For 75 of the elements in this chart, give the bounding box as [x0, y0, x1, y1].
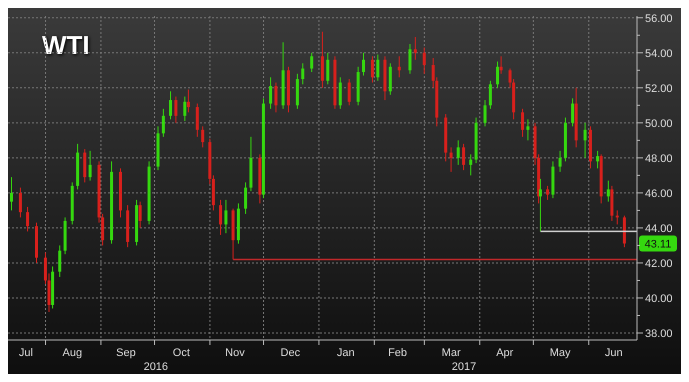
text: 2017	[452, 361, 476, 373]
candlestick	[398, 56, 401, 78]
candlestick	[301, 62, 304, 85]
candlestick	[500, 56, 503, 74]
candlestick	[616, 210, 619, 225]
candlestick	[26, 206, 30, 232]
x-tick-label: Dec	[280, 347, 301, 359]
candlestick	[58, 244, 62, 278]
candlestick	[174, 96, 178, 124]
candlestick	[432, 58, 435, 88]
candlestick	[162, 108, 165, 138]
text: 2016	[144, 361, 168, 373]
x-tick-label: Sep	[116, 347, 136, 359]
candlestick	[348, 78, 351, 106]
candlestick	[201, 126, 204, 148]
x-tick-label: May	[550, 347, 572, 359]
candlestick	[269, 76, 272, 110]
x-tick-label: Jan	[336, 347, 355, 359]
x-tick-label: Jul	[18, 347, 33, 359]
y-tick-label: 48.00	[645, 152, 673, 165]
candlestick	[462, 143, 466, 171]
candlestick	[326, 52, 330, 85]
y-tick-label: 56.00	[645, 12, 673, 25]
candlestick	[496, 61, 500, 88]
y-tick-label: 38.00	[645, 328, 673, 340]
x-tick-label: Mar	[442, 347, 461, 359]
candlestick	[18, 187, 22, 218]
candlestick	[10, 176, 13, 211]
candlestick	[274, 82, 278, 113]
candlestick	[310, 52, 314, 73]
x-tick-label: Feb	[388, 347, 408, 359]
y-tick-label: 46.00	[645, 188, 673, 200]
candlestick	[88, 150, 92, 182]
candlestick	[169, 90, 172, 120]
candlestick	[450, 146, 453, 172]
candlestick	[186, 89, 190, 113]
candlestick	[571, 98, 574, 127]
annotation: 43.11	[644, 238, 672, 250]
y-tick-label: 54.00	[645, 48, 673, 60]
candlestick	[484, 100, 487, 127]
candlestick	[526, 118, 530, 141]
candlestick	[558, 150, 562, 172]
candlestick	[370, 56, 374, 84]
candlestick	[469, 154, 472, 176]
candlestick	[414, 36, 417, 60]
candlestick	[362, 52, 366, 76]
candlestick	[138, 201, 142, 228]
y-tick-label: 40.00	[645, 292, 673, 305]
candlestick	[521, 108, 524, 138]
candlestick	[606, 180, 610, 202]
candlestick	[584, 122, 587, 158]
candlestick	[338, 76, 342, 110]
candlestick	[596, 150, 600, 169]
x-tick-label: Apr	[496, 347, 514, 359]
y-tick-label: 52.00	[645, 82, 673, 95]
candlestick	[376, 54, 380, 82]
x-tick-label: Nov	[225, 347, 246, 359]
candlestick	[244, 182, 248, 214]
candlestick	[183, 96, 186, 122]
candlestick	[538, 178, 542, 232]
candlestick	[224, 199, 228, 234]
candlestick	[456, 140, 460, 166]
candlestick	[422, 47, 426, 74]
x-tick-label: Aug	[62, 347, 82, 359]
candlestick	[546, 185, 550, 200]
candlestick	[219, 199, 222, 236]
y-tick-label: 42.00	[645, 258, 673, 270]
text: WTI	[42, 30, 90, 61]
x-tick-label: Oct	[172, 347, 190, 359]
candlestick	[488, 80, 492, 110]
candlestick	[408, 44, 412, 74]
candlestick	[196, 103, 199, 138]
y-tick-label: 44.00	[645, 222, 673, 235]
y-tick-label: 50.00	[645, 118, 673, 130]
x-tick-label: Jun	[604, 347, 623, 359]
